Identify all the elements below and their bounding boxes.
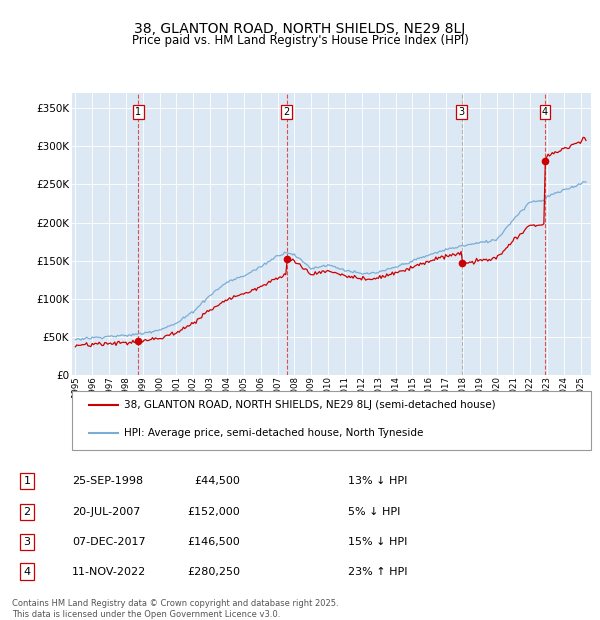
Text: 5% ↓ HPI: 5% ↓ HPI (348, 507, 400, 517)
Text: 07-DEC-2017: 07-DEC-2017 (72, 537, 146, 547)
Text: 2: 2 (284, 107, 290, 117)
Text: £44,500: £44,500 (194, 476, 240, 486)
Text: 23% ↑ HPI: 23% ↑ HPI (348, 567, 407, 577)
Text: 3: 3 (23, 537, 31, 547)
Text: 15% ↓ HPI: 15% ↓ HPI (348, 537, 407, 547)
Text: 1: 1 (23, 476, 31, 486)
Text: £280,250: £280,250 (187, 567, 240, 577)
Text: 38, GLANTON ROAD, NORTH SHIELDS, NE29 8LJ: 38, GLANTON ROAD, NORTH SHIELDS, NE29 8L… (134, 22, 466, 36)
Text: 2: 2 (23, 507, 31, 517)
Text: 13% ↓ HPI: 13% ↓ HPI (348, 476, 407, 486)
Text: 1: 1 (135, 107, 141, 117)
Text: 3: 3 (458, 107, 464, 117)
Text: HPI: Average price, semi-detached house, North Tyneside: HPI: Average price, semi-detached house,… (124, 428, 423, 438)
Text: 38, GLANTON ROAD, NORTH SHIELDS, NE29 8LJ (semi-detached house): 38, GLANTON ROAD, NORTH SHIELDS, NE29 8L… (124, 401, 496, 410)
Text: £152,000: £152,000 (187, 507, 240, 517)
Text: 4: 4 (23, 567, 31, 577)
Text: Price paid vs. HM Land Registry's House Price Index (HPI): Price paid vs. HM Land Registry's House … (131, 34, 469, 47)
Text: Contains HM Land Registry data © Crown copyright and database right 2025.
This d: Contains HM Land Registry data © Crown c… (12, 600, 338, 619)
Text: £146,500: £146,500 (187, 537, 240, 547)
Text: 25-SEP-1998: 25-SEP-1998 (72, 476, 143, 486)
Text: 11-NOV-2022: 11-NOV-2022 (72, 567, 146, 577)
Text: 20-JUL-2007: 20-JUL-2007 (72, 507, 140, 517)
Text: 4: 4 (542, 107, 548, 117)
